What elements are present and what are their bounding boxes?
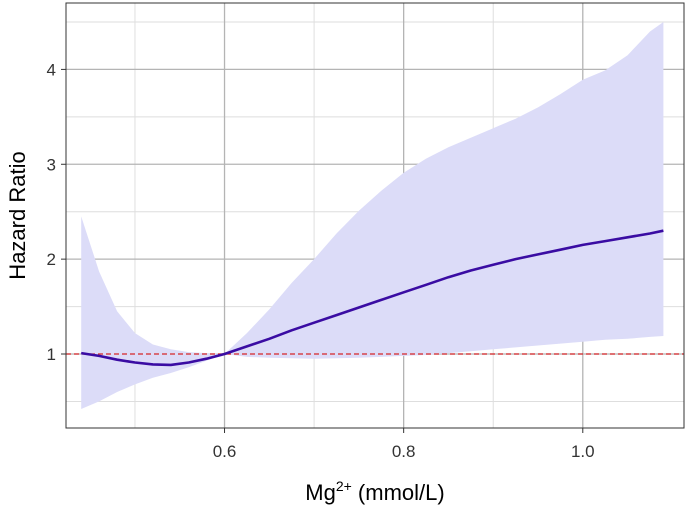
x-axis-title-base: Mg	[305, 480, 336, 505]
x-axis-title: Mg2+ (mmol/L)	[305, 478, 444, 505]
y-tick-label: 3	[47, 155, 56, 174]
y-tick-label: 4	[47, 60, 56, 79]
x-tick-label: 1.0	[571, 442, 595, 461]
confidence-band	[81, 22, 664, 409]
x-axis-ticks: 0.6 0.8 1.0	[213, 428, 595, 461]
x-tick-label: 0.6	[213, 442, 237, 461]
y-axis-ticks: 1 2 3 4	[47, 60, 66, 364]
y-tick-label: 1	[47, 345, 56, 364]
hazard-ratio-line	[80, 229, 664, 367]
x-tick-label: 0.8	[392, 442, 416, 461]
x-axis-title-unit: (mmol/L)	[352, 480, 445, 505]
plot-frame	[65, 2, 685, 429]
y-tick-label: 2	[47, 250, 56, 269]
y-axis-title: Hazard Ratio	[5, 151, 30, 279]
x-axis-title-superscript: 2+	[336, 478, 352, 494]
